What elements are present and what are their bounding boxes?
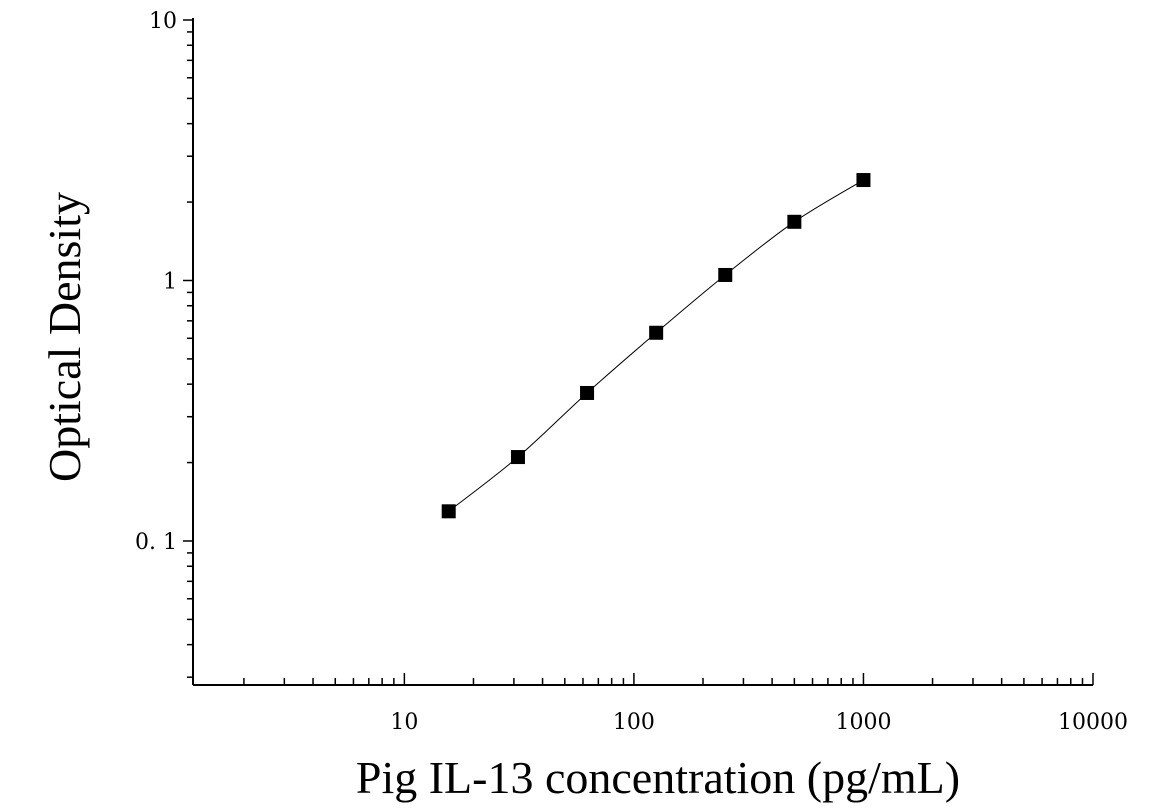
- y-axis-title: Optical Density: [39, 192, 90, 482]
- x-tick-label: 1000: [835, 710, 891, 735]
- data-point: [787, 214, 802, 229]
- data-point: [856, 173, 871, 188]
- data-point: [441, 504, 456, 519]
- x-axis-ticks: [243, 673, 1094, 685]
- x-axis-title: Pig IL-13 concentration (pg/mL): [356, 752, 960, 803]
- y-tick-label: 1: [163, 269, 177, 294]
- fit-curve: [448, 179, 864, 512]
- data-points: [441, 173, 871, 519]
- data-point: [718, 267, 733, 282]
- x-tick-label: 10: [390, 710, 418, 735]
- x-tick-label: 10000: [1058, 710, 1128, 735]
- y-axis-ticks: [183, 19, 193, 678]
- y-tick-label: 10: [149, 9, 177, 34]
- x-axis-tick-labels: 10 100 1000 10000: [390, 710, 1128, 735]
- y-axis-tick-labels: 0. 1 1 10: [135, 9, 177, 555]
- y-tick-label: 0. 1: [135, 530, 177, 555]
- x-tick-label: 100: [613, 710, 655, 735]
- data-point: [580, 385, 595, 400]
- data-point: [510, 450, 525, 465]
- data-point: [649, 325, 664, 340]
- axes: [192, 18, 1093, 686]
